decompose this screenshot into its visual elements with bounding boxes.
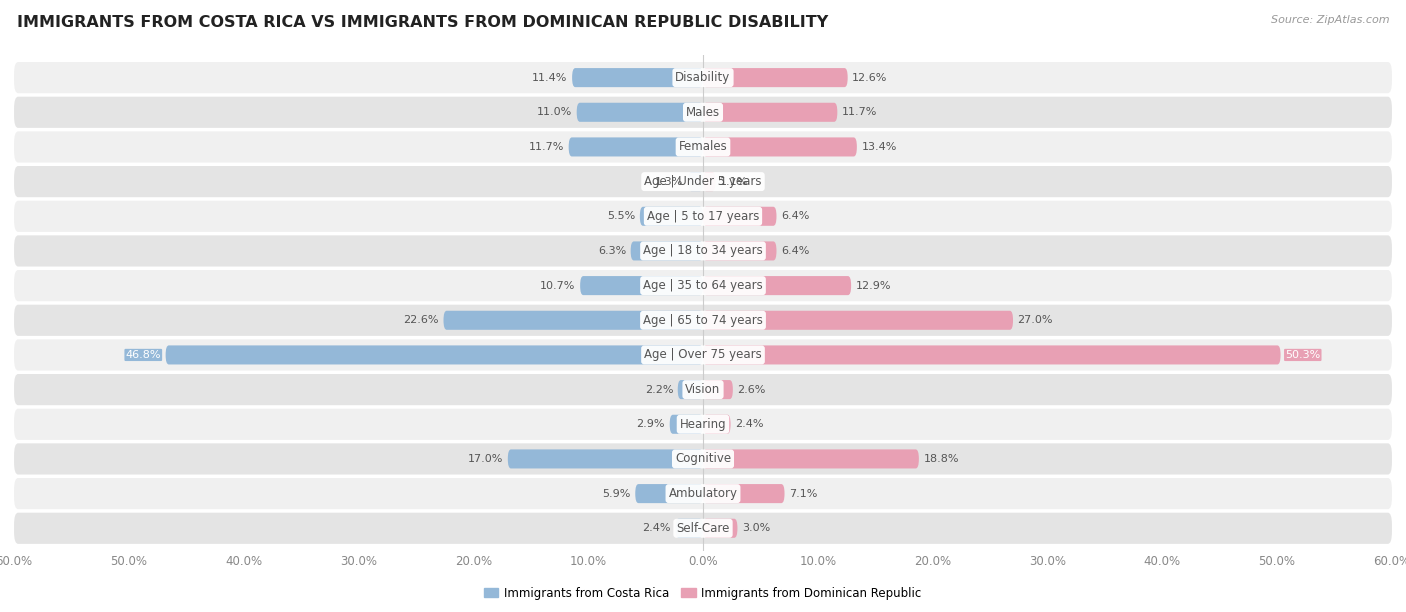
Text: 27.0%: 27.0% (1018, 315, 1053, 325)
Text: 46.8%: 46.8% (125, 350, 162, 360)
FancyBboxPatch shape (703, 415, 731, 434)
FancyBboxPatch shape (703, 380, 733, 399)
Text: Ambulatory: Ambulatory (668, 487, 738, 500)
FancyBboxPatch shape (443, 311, 703, 330)
FancyBboxPatch shape (678, 380, 703, 399)
Text: Age | 65 to 74 years: Age | 65 to 74 years (643, 314, 763, 327)
Text: 50.3%: 50.3% (1285, 350, 1320, 360)
Text: Vision: Vision (685, 383, 721, 396)
Text: 12.6%: 12.6% (852, 73, 887, 83)
FancyBboxPatch shape (14, 513, 1392, 544)
FancyBboxPatch shape (508, 449, 703, 468)
Text: 18.8%: 18.8% (924, 454, 959, 464)
Text: 1.1%: 1.1% (720, 177, 748, 187)
FancyBboxPatch shape (14, 132, 1392, 163)
FancyBboxPatch shape (703, 484, 785, 503)
FancyBboxPatch shape (14, 270, 1392, 301)
Text: 6.3%: 6.3% (598, 246, 626, 256)
FancyBboxPatch shape (14, 409, 1392, 440)
FancyBboxPatch shape (703, 276, 851, 295)
Text: 17.0%: 17.0% (468, 454, 503, 464)
FancyBboxPatch shape (669, 415, 703, 434)
FancyBboxPatch shape (14, 478, 1392, 509)
FancyBboxPatch shape (703, 345, 1281, 365)
Text: Age | 35 to 64 years: Age | 35 to 64 years (643, 279, 763, 292)
Text: 22.6%: 22.6% (404, 315, 439, 325)
FancyBboxPatch shape (14, 305, 1392, 336)
Text: IMMIGRANTS FROM COSTA RICA VS IMMIGRANTS FROM DOMINICAN REPUBLIC DISABILITY: IMMIGRANTS FROM COSTA RICA VS IMMIGRANTS… (17, 15, 828, 31)
Text: Age | 18 to 34 years: Age | 18 to 34 years (643, 244, 763, 258)
Text: 12.9%: 12.9% (856, 281, 891, 291)
FancyBboxPatch shape (581, 276, 703, 295)
FancyBboxPatch shape (14, 443, 1392, 474)
FancyBboxPatch shape (636, 484, 703, 503)
Text: 11.0%: 11.0% (537, 107, 572, 118)
FancyBboxPatch shape (14, 339, 1392, 370)
Text: 2.4%: 2.4% (735, 419, 763, 429)
Text: 13.4%: 13.4% (862, 142, 897, 152)
Text: Self-Care: Self-Care (676, 522, 730, 535)
FancyBboxPatch shape (703, 241, 776, 261)
FancyBboxPatch shape (166, 345, 703, 365)
FancyBboxPatch shape (14, 97, 1392, 128)
Text: 2.2%: 2.2% (644, 384, 673, 395)
Text: 11.7%: 11.7% (842, 107, 877, 118)
Text: 5.5%: 5.5% (607, 211, 636, 222)
Text: 5.9%: 5.9% (602, 488, 631, 499)
FancyBboxPatch shape (14, 374, 1392, 405)
Text: 50.3%: 50.3% (1285, 350, 1320, 360)
FancyBboxPatch shape (703, 138, 856, 157)
Text: 1.3%: 1.3% (655, 177, 683, 187)
FancyBboxPatch shape (568, 138, 703, 157)
FancyBboxPatch shape (640, 207, 703, 226)
FancyBboxPatch shape (631, 241, 703, 261)
FancyBboxPatch shape (703, 519, 738, 538)
Text: Age | 5 to 17 years: Age | 5 to 17 years (647, 210, 759, 223)
FancyBboxPatch shape (703, 68, 848, 87)
FancyBboxPatch shape (576, 103, 703, 122)
FancyBboxPatch shape (14, 62, 1392, 93)
Text: 6.4%: 6.4% (782, 211, 810, 222)
Text: 11.7%: 11.7% (529, 142, 564, 152)
Text: 10.7%: 10.7% (540, 281, 575, 291)
Text: Age | Under 5 years: Age | Under 5 years (644, 175, 762, 188)
Text: 2.4%: 2.4% (643, 523, 671, 533)
FancyBboxPatch shape (703, 103, 838, 122)
Text: 46.8%: 46.8% (125, 350, 162, 360)
Text: Disability: Disability (675, 71, 731, 84)
Legend: Immigrants from Costa Rica, Immigrants from Dominican Republic: Immigrants from Costa Rica, Immigrants f… (479, 582, 927, 605)
Text: Age | Over 75 years: Age | Over 75 years (644, 348, 762, 362)
Text: 6.4%: 6.4% (782, 246, 810, 256)
FancyBboxPatch shape (703, 207, 776, 226)
FancyBboxPatch shape (675, 519, 703, 538)
Text: Cognitive: Cognitive (675, 452, 731, 466)
Text: 7.1%: 7.1% (789, 488, 817, 499)
FancyBboxPatch shape (688, 172, 703, 191)
FancyBboxPatch shape (14, 166, 1392, 197)
Text: Source: ZipAtlas.com: Source: ZipAtlas.com (1271, 15, 1389, 25)
FancyBboxPatch shape (572, 68, 703, 87)
Text: Males: Males (686, 106, 720, 119)
FancyBboxPatch shape (14, 201, 1392, 232)
Text: Females: Females (679, 140, 727, 154)
Text: 2.6%: 2.6% (738, 384, 766, 395)
Text: Hearing: Hearing (679, 418, 727, 431)
Text: 3.0%: 3.0% (742, 523, 770, 533)
Text: 11.4%: 11.4% (531, 73, 568, 83)
FancyBboxPatch shape (703, 172, 716, 191)
FancyBboxPatch shape (14, 236, 1392, 267)
Text: 2.9%: 2.9% (637, 419, 665, 429)
FancyBboxPatch shape (703, 311, 1012, 330)
FancyBboxPatch shape (703, 449, 920, 468)
